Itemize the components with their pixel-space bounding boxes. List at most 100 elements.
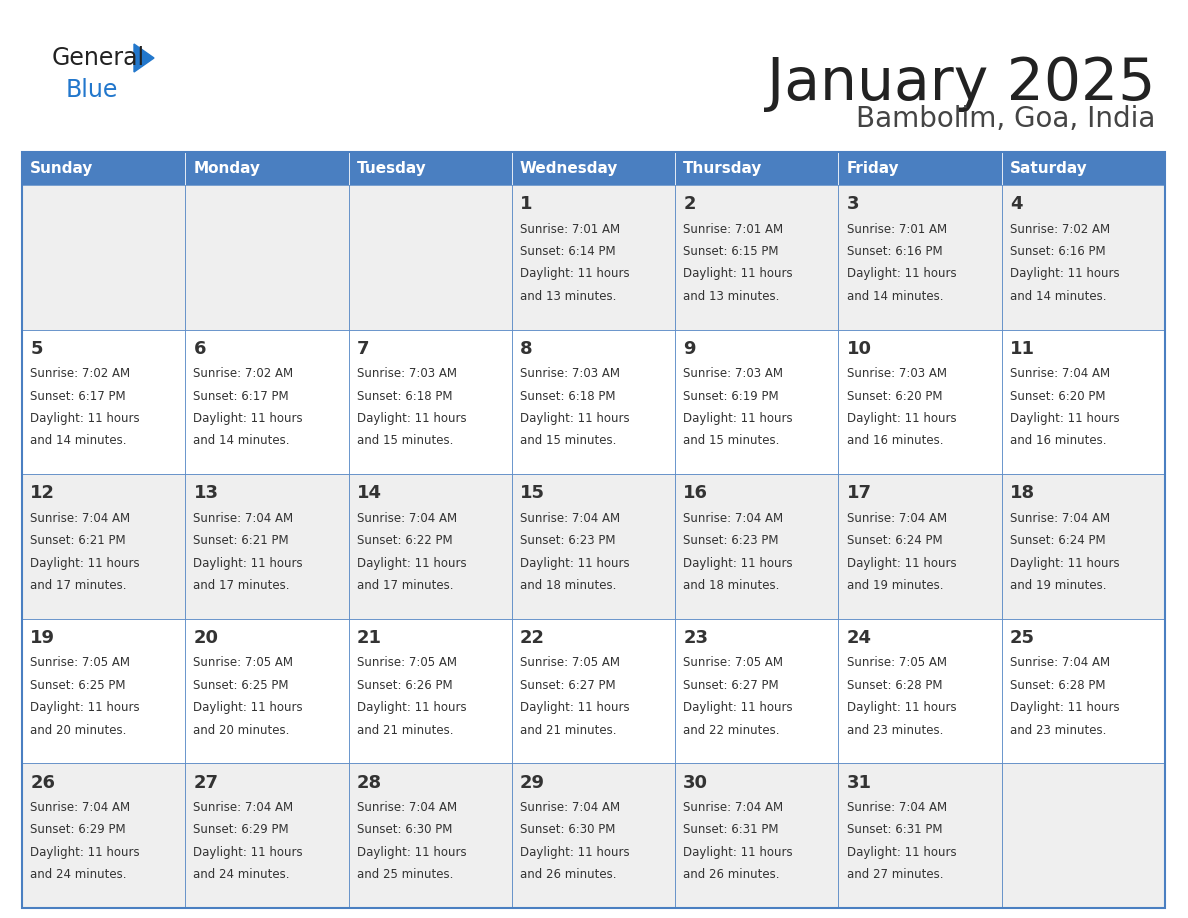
Text: Blue: Blue (67, 78, 119, 102)
Bar (23, 764, 185, 908)
Text: and 19 minutes.: and 19 minutes. (1010, 579, 1106, 592)
Text: Daylight: 11 hours: Daylight: 11 hours (683, 267, 792, 280)
Text: Daylight: 11 hours: Daylight: 11 hours (356, 845, 467, 859)
Bar (1001, 185, 1165, 330)
Text: Sunset: 6:28 PM: Sunset: 6:28 PM (1010, 678, 1105, 692)
Text: 21: 21 (356, 629, 381, 647)
Text: January 2025: January 2025 (766, 55, 1155, 112)
Text: Sunset: 6:21 PM: Sunset: 6:21 PM (30, 534, 126, 547)
Text: 11: 11 (1010, 340, 1035, 358)
Text: Sunset: 6:24 PM: Sunset: 6:24 PM (1010, 534, 1106, 547)
Text: Sunrise: 7:04 AM: Sunrise: 7:04 AM (1010, 656, 1110, 669)
Bar (512, 152, 675, 185)
Text: Sunrise: 7:04 AM: Sunrise: 7:04 AM (1010, 512, 1110, 525)
Bar (675, 185, 839, 330)
Text: Sunset: 6:15 PM: Sunset: 6:15 PM (683, 245, 779, 258)
Bar (23, 475, 185, 619)
Text: and 13 minutes.: and 13 minutes. (683, 290, 779, 303)
Text: Daylight: 11 hours: Daylight: 11 hours (847, 701, 956, 714)
Text: Sunrise: 7:01 AM: Sunrise: 7:01 AM (683, 222, 783, 236)
Text: and 26 minutes.: and 26 minutes. (683, 868, 779, 881)
Text: Sunrise: 7:05 AM: Sunrise: 7:05 AM (683, 656, 783, 669)
Bar (675, 619, 839, 764)
Text: and 24 minutes.: and 24 minutes. (30, 868, 127, 881)
Bar (839, 330, 1001, 475)
Text: Sunrise: 7:04 AM: Sunrise: 7:04 AM (847, 512, 947, 525)
Text: 13: 13 (194, 485, 219, 502)
Bar (512, 619, 675, 764)
Text: Sunrise: 7:04 AM: Sunrise: 7:04 AM (683, 801, 783, 814)
Text: Daylight: 11 hours: Daylight: 11 hours (847, 556, 956, 570)
Text: Sunrise: 7:04 AM: Sunrise: 7:04 AM (1010, 367, 1110, 380)
Text: Sunrise: 7:04 AM: Sunrise: 7:04 AM (194, 801, 293, 814)
Text: 18: 18 (1010, 485, 1035, 502)
Text: 31: 31 (847, 774, 872, 791)
Text: Sunset: 6:18 PM: Sunset: 6:18 PM (356, 389, 453, 403)
Text: and 15 minutes.: and 15 minutes. (520, 434, 617, 447)
Text: and 17 minutes.: and 17 minutes. (30, 579, 127, 592)
Text: Daylight: 11 hours: Daylight: 11 hours (194, 845, 303, 859)
Text: 29: 29 (520, 774, 545, 791)
Text: 6: 6 (194, 340, 206, 358)
Bar (512, 185, 675, 330)
Text: and 14 minutes.: and 14 minutes. (30, 434, 127, 447)
Text: Sunset: 6:31 PM: Sunset: 6:31 PM (683, 823, 779, 836)
Text: Daylight: 11 hours: Daylight: 11 hours (1010, 412, 1119, 425)
Text: Sunset: 6:30 PM: Sunset: 6:30 PM (356, 823, 453, 836)
Bar (185, 152, 348, 185)
Text: Saturday: Saturday (1010, 161, 1088, 176)
Text: Tuesday: Tuesday (356, 161, 426, 176)
Bar (23, 330, 185, 475)
Bar (1001, 330, 1165, 475)
Text: 12: 12 (30, 485, 55, 502)
Bar (348, 619, 512, 764)
Text: Sunset: 6:14 PM: Sunset: 6:14 PM (520, 245, 615, 258)
Text: Sunrise: 7:02 AM: Sunrise: 7:02 AM (1010, 222, 1110, 236)
Bar (512, 475, 675, 619)
Bar (23, 185, 185, 330)
Bar (839, 764, 1001, 908)
Text: and 25 minutes.: and 25 minutes. (356, 868, 453, 881)
Text: and 14 minutes.: and 14 minutes. (1010, 290, 1106, 303)
Text: 7: 7 (356, 340, 369, 358)
Text: and 20 minutes.: and 20 minutes. (30, 723, 127, 736)
Bar (348, 185, 512, 330)
Text: Sunset: 6:18 PM: Sunset: 6:18 PM (520, 389, 615, 403)
Text: Daylight: 11 hours: Daylight: 11 hours (356, 701, 467, 714)
Text: 2: 2 (683, 196, 696, 213)
Text: Sunset: 6:23 PM: Sunset: 6:23 PM (683, 534, 779, 547)
Bar (185, 330, 348, 475)
Text: Sunset: 6:16 PM: Sunset: 6:16 PM (1010, 245, 1106, 258)
Bar (839, 619, 1001, 764)
Text: Sunset: 6:25 PM: Sunset: 6:25 PM (194, 678, 289, 692)
Text: Sunrise: 7:01 AM: Sunrise: 7:01 AM (520, 222, 620, 236)
Text: 27: 27 (194, 774, 219, 791)
Text: Sunrise: 7:03 AM: Sunrise: 7:03 AM (520, 367, 620, 380)
Bar (348, 152, 512, 185)
Text: Sunset: 6:28 PM: Sunset: 6:28 PM (847, 678, 942, 692)
Text: 14: 14 (356, 485, 381, 502)
Text: 9: 9 (683, 340, 696, 358)
Text: Daylight: 11 hours: Daylight: 11 hours (194, 412, 303, 425)
Text: Sunrise: 7:05 AM: Sunrise: 7:05 AM (520, 656, 620, 669)
Bar (675, 152, 839, 185)
Text: Thursday: Thursday (683, 161, 763, 176)
Text: Sunrise: 7:04 AM: Sunrise: 7:04 AM (847, 801, 947, 814)
Text: 1: 1 (520, 196, 532, 213)
Text: and 14 minutes.: and 14 minutes. (847, 290, 943, 303)
Text: 4: 4 (1010, 196, 1023, 213)
Text: Sunset: 6:16 PM: Sunset: 6:16 PM (847, 245, 942, 258)
Text: Daylight: 11 hours: Daylight: 11 hours (683, 556, 792, 570)
Text: Sunrise: 7:05 AM: Sunrise: 7:05 AM (356, 656, 456, 669)
Text: Sunrise: 7:01 AM: Sunrise: 7:01 AM (847, 222, 947, 236)
Text: 24: 24 (847, 629, 872, 647)
Text: Daylight: 11 hours: Daylight: 11 hours (683, 412, 792, 425)
Text: and 16 minutes.: and 16 minutes. (1010, 434, 1106, 447)
Text: and 14 minutes.: and 14 minutes. (194, 434, 290, 447)
Text: 16: 16 (683, 485, 708, 502)
Text: and 24 minutes.: and 24 minutes. (194, 868, 290, 881)
Bar (512, 764, 675, 908)
Text: Sunset: 6:17 PM: Sunset: 6:17 PM (30, 389, 126, 403)
Bar (675, 764, 839, 908)
Text: Daylight: 11 hours: Daylight: 11 hours (194, 701, 303, 714)
